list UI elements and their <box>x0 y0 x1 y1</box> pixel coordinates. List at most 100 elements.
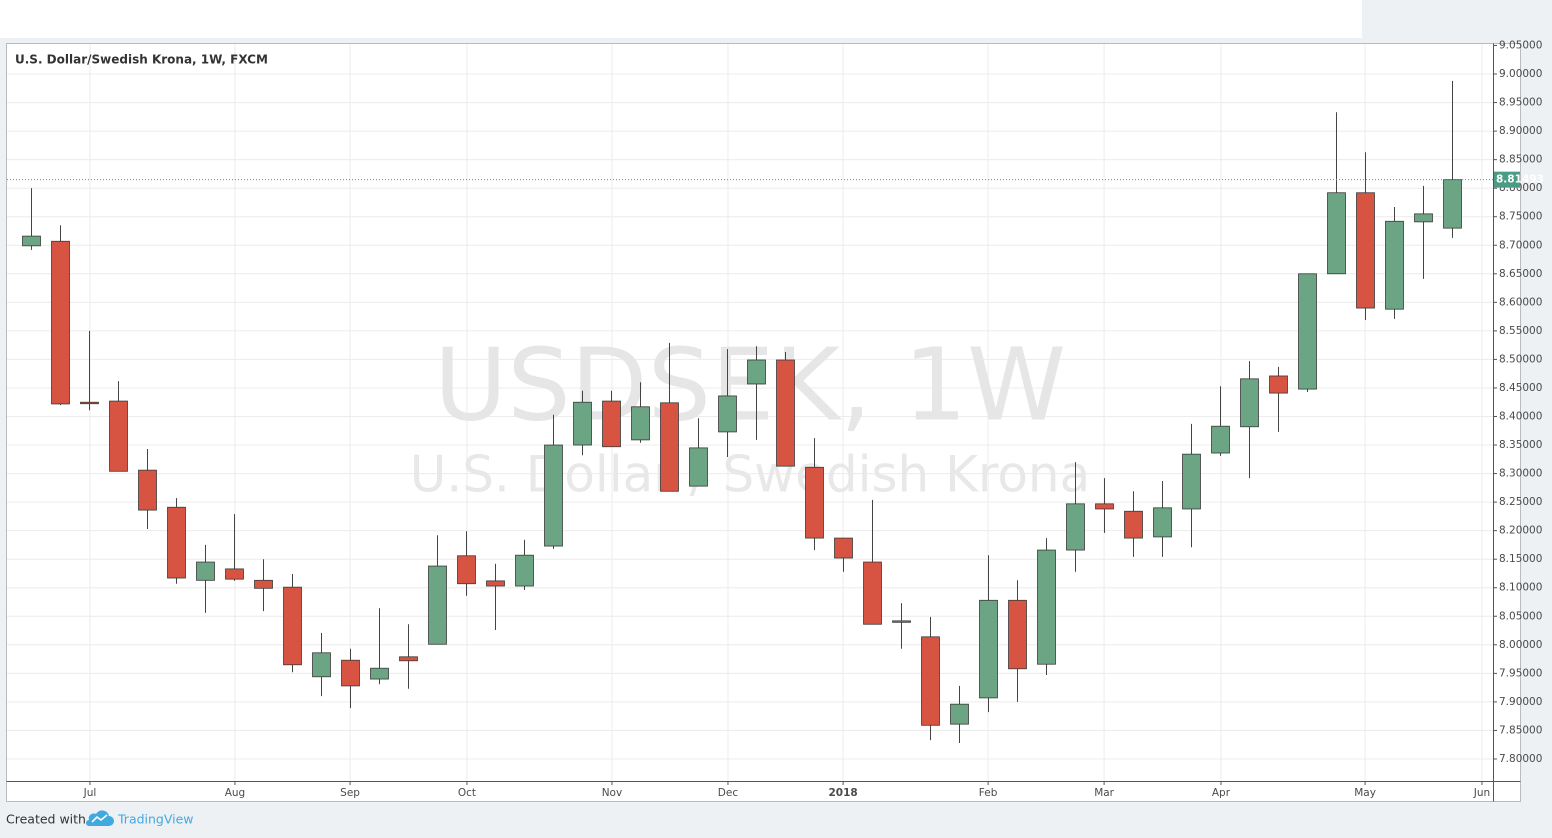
y-tick-label: 8.55000 <box>1499 325 1542 337</box>
logo-line <box>91 814 108 823</box>
candle-body <box>805 466 824 539</box>
y-tick-label: 8.00000 <box>1499 639 1542 651</box>
x-tick-label: Feb <box>979 787 998 799</box>
y-tick-label: 8.75000 <box>1499 211 1542 223</box>
marks <box>7 80 1493 743</box>
candle-body <box>254 579 273 589</box>
candle-body <box>544 444 563 547</box>
candle-body <box>196 561 215 581</box>
candle-body <box>1356 192 1375 309</box>
candle-body <box>950 703 969 725</box>
x-tick-label: Jun <box>1473 787 1490 799</box>
y-tick-label: 8.70000 <box>1499 239 1542 251</box>
y-tick-label: 8.90000 <box>1499 125 1542 137</box>
candle-body <box>689 447 708 487</box>
candle-body <box>660 402 679 492</box>
y-tick-label: 8.65000 <box>1499 268 1542 280</box>
y-tick-label: 8.45000 <box>1499 382 1542 394</box>
last-price-label: 8.81493 <box>1496 174 1544 186</box>
candle-body <box>892 620 911 623</box>
x-tick-label: Apr <box>1212 787 1231 799</box>
candle-body <box>312 652 331 678</box>
candle-body <box>399 656 418 662</box>
y-tick-label: 8.10000 <box>1499 582 1542 594</box>
candle-body <box>1327 192 1346 275</box>
candle-body <box>515 554 534 587</box>
footer-prefix: Created with <box>6 812 86 827</box>
candle-body <box>225 568 244 580</box>
candle-body <box>486 580 505 587</box>
candle-body <box>1414 213 1433 223</box>
x-tick-label: Sep <box>340 787 360 799</box>
candle-body <box>341 659 360 687</box>
candle-body <box>747 359 766 385</box>
candle-body <box>1066 503 1085 551</box>
candle-body <box>1124 510 1143 539</box>
candle-body <box>631 406 650 441</box>
candle-body <box>834 537 853 559</box>
candle-body <box>283 586 302 666</box>
y-tick-label: 8.95000 <box>1499 97 1542 109</box>
y-tick-label: 8.85000 <box>1499 154 1542 166</box>
chart-frame <box>6 43 1521 802</box>
brand-logo <box>86 810 114 826</box>
candle-body <box>109 400 128 472</box>
y-tick-label: 9.00000 <box>1499 68 1542 80</box>
x-tick-label: Jul <box>83 787 97 799</box>
candle-body <box>1182 453 1201 510</box>
y-tick-label: 8.25000 <box>1499 496 1542 508</box>
watermark: USDSEK, 1W <box>434 326 1066 443</box>
y-tick-label: 9.05000 <box>1499 39 1542 51</box>
candle-body <box>979 599 998 699</box>
chart-title: U.S. Dollar/Swedish Krona, 1W, FXCM <box>15 53 268 67</box>
logo-cloud <box>86 810 114 826</box>
candle-body <box>22 235 41 247</box>
candle-body <box>138 469 157 511</box>
candle-body <box>1095 503 1114 510</box>
y-tick-label: 7.90000 <box>1499 696 1542 708</box>
candle-body <box>718 395 737 433</box>
candle-body <box>1037 549 1056 665</box>
candle-body <box>1211 425 1230 454</box>
y-tick-label: 7.95000 <box>1499 667 1542 679</box>
axes: 9.050009.000008.950008.900008.850008.800… <box>83 39 1544 799</box>
candle-body <box>602 400 621 448</box>
candle-body <box>573 401 592 446</box>
y-tick-label: 8.50000 <box>1499 353 1542 365</box>
candle-body <box>863 561 882 625</box>
candle-body <box>1269 375 1288 394</box>
x-tick-label: May <box>1354 787 1376 799</box>
candle-body <box>167 506 186 579</box>
y-tick-label: 8.35000 <box>1499 439 1542 451</box>
x-tick-label: Nov <box>602 787 623 799</box>
top-bar <box>0 0 1362 38</box>
candle-body <box>51 240 70 405</box>
candle-body <box>428 565 447 645</box>
y-tick-label: 8.20000 <box>1499 525 1542 537</box>
candle-body <box>1443 179 1462 229</box>
y-tick-label: 8.05000 <box>1499 610 1542 622</box>
candle-body <box>1240 378 1259 428</box>
x-tick-label: Dec <box>718 787 739 799</box>
footer-brand[interactable]: TradingView <box>117 812 194 827</box>
x-tick-label: Mar <box>1094 787 1114 799</box>
candle-body <box>80 401 99 405</box>
y-tick-label: 8.30000 <box>1499 468 1542 480</box>
last-price-box <box>1494 171 1520 188</box>
x-tick-label: Aug <box>225 787 246 799</box>
candle-body <box>921 636 940 726</box>
x-tick-label: 2018 <box>828 787 857 799</box>
candle-body <box>457 555 476 585</box>
candle-body <box>776 359 795 467</box>
x-tick-label: Oct <box>458 787 476 799</box>
candle-body <box>1008 599 1027 670</box>
y-tick-label: 8.60000 <box>1499 296 1542 308</box>
watermark-subtitle: U.S. Dollar / Swedish Krona <box>410 446 1091 504</box>
candle-body <box>1153 507 1172 538</box>
y-tick-label: 7.80000 <box>1499 753 1542 765</box>
candle-body <box>1298 273 1317 390</box>
y-tick-label: 7.85000 <box>1499 724 1542 736</box>
y-tick-label: 8.15000 <box>1499 553 1542 565</box>
